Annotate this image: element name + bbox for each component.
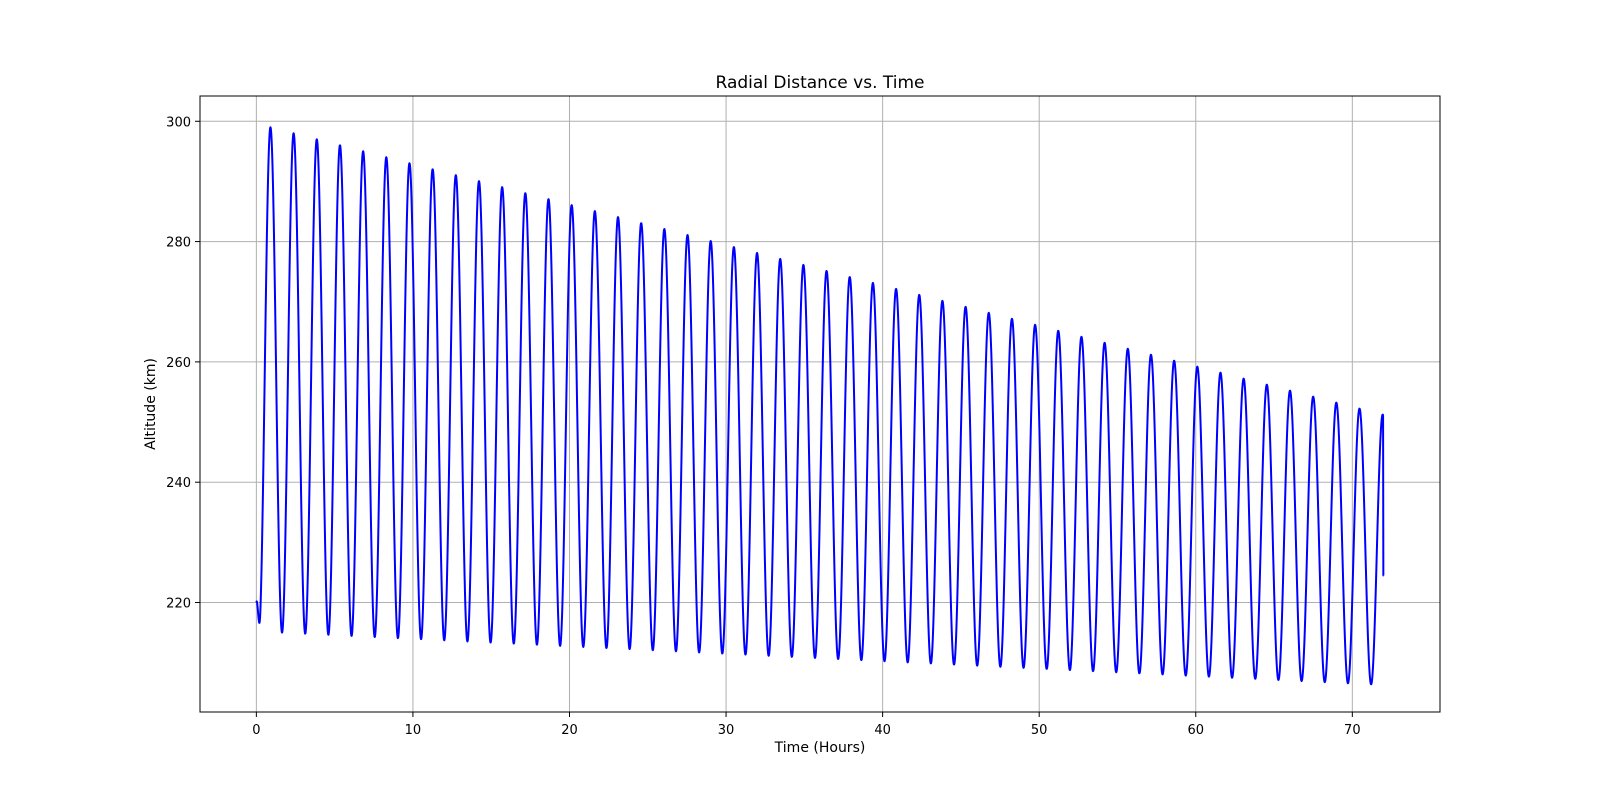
series-layer [255, 126, 1385, 686]
x-axis-ticks: 0 10 20 30 40 50 60 70 [252, 712, 1361, 738]
x-tick-label: 20 [561, 723, 578, 738]
y-tick-label: 300 [166, 115, 191, 130]
x-tick-label: 70 [1344, 723, 1361, 738]
chart-title: Radial Distance vs. Time [716, 73, 925, 93]
x-tick-label: 30 [718, 723, 735, 738]
y-tick-label: 280 [166, 236, 191, 251]
series-line-altitude [255, 126, 1385, 686]
x-tick-label: 40 [874, 723, 891, 738]
y-tick-label: 260 [166, 356, 191, 371]
x-tick-label: 10 [405, 723, 422, 738]
x-tick-label: 0 [252, 723, 260, 738]
x-tick-label: 60 [1187, 723, 1204, 738]
y-tick-label: 240 [166, 476, 191, 491]
x-tick-label: 50 [1031, 723, 1048, 738]
x-axis-label: Time (Hours) [774, 740, 866, 756]
axes-frame [199, 95, 1441, 713]
y-axis-ticks: 220 240 260 280 300 [166, 115, 200, 612]
plot-area [200, 96, 1440, 712]
y-axis-label: Altitude (km) [143, 358, 159, 450]
y-tick-label: 220 [166, 597, 191, 612]
